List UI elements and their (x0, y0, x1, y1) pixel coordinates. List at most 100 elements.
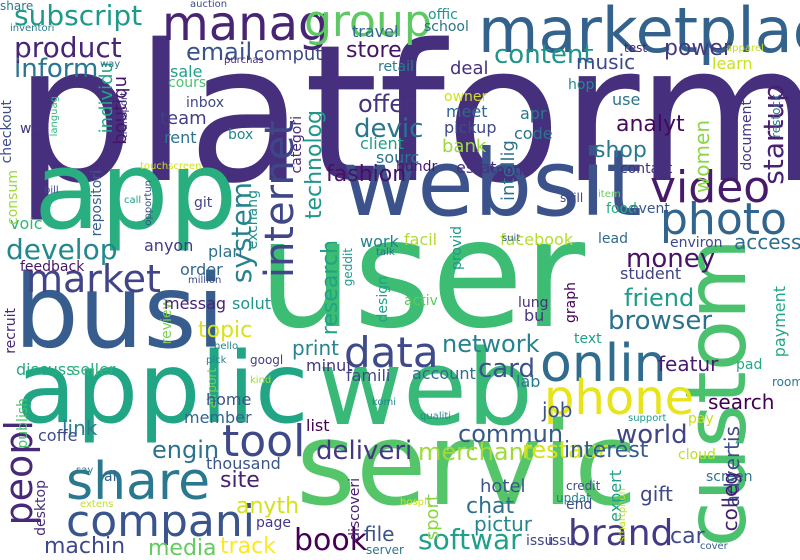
word-offic: offic (428, 7, 458, 23)
word-minut: minut (306, 356, 353, 375)
word-client: client (360, 134, 404, 153)
word-anyon: anyon (144, 236, 194, 255)
word-item: item (598, 189, 621, 200)
word-student: student (620, 264, 682, 283)
word-offer: offer (358, 90, 414, 118)
word-busi: busi (14, 253, 225, 372)
word-individu: individu (96, 62, 117, 134)
word-link: link (62, 416, 98, 440)
word-restaur: restaur (522, 436, 608, 464)
word-cloud: cloud (678, 447, 716, 463)
word-credit: credit (566, 479, 601, 493)
word-al: al (104, 469, 117, 485)
word-marketplac: marketplac (478, 0, 800, 67)
word-pick: pick (206, 355, 227, 366)
word-retail: retail (378, 59, 414, 75)
word-coffe: coffe (38, 426, 78, 445)
word-devic: devic (354, 114, 424, 144)
word-solut: solut (232, 294, 271, 313)
word-search: search (708, 390, 775, 414)
word-hotel: hotel (480, 476, 526, 497)
word-git: git (194, 195, 213, 211)
word-email: email (186, 38, 253, 66)
word-hello: hello (214, 341, 239, 352)
word-room: room (772, 375, 800, 389)
word-home: home (206, 390, 252, 409)
word-geddit: geddit (341, 248, 355, 287)
word-learn: learn (712, 54, 753, 73)
word-websit: websit (342, 130, 642, 237)
word-deal: deal (450, 58, 489, 79)
word-power: power (664, 36, 732, 61)
word-opportun: opportun (143, 180, 154, 226)
word-cours: cours (168, 75, 207, 91)
word-call: call (124, 195, 142, 206)
word-suit: suit (502, 233, 521, 244)
word-app: app (34, 129, 238, 254)
word-work: work (360, 232, 399, 251)
word-share: share (66, 452, 211, 512)
word-owner: owner (444, 89, 488, 105)
word-browser: browser (608, 306, 713, 336)
word-chat: chat (466, 494, 515, 519)
word-googl: googl (250, 353, 284, 367)
word-voic: voic (10, 214, 43, 233)
word-pickup: pickup (444, 118, 497, 137)
word-end: end (566, 497, 593, 513)
word-world: world (616, 420, 688, 450)
word-access: access (734, 230, 800, 254)
word-pad: pad (736, 357, 763, 373)
word-fashion: fashion (326, 162, 407, 187)
word-graph: graph (563, 282, 579, 323)
word-lab: lab (516, 372, 541, 391)
word-use: use (612, 90, 641, 109)
word-touchscreen: touchscreen (140, 161, 202, 172)
word-content: content (494, 40, 594, 70)
word-discuss: discuss (16, 360, 75, 379)
word-inform: inform (14, 54, 99, 84)
word-site: site (220, 468, 260, 493)
word-design: design (375, 276, 391, 323)
word-phone: phone (544, 370, 695, 426)
word-anyth: anyth (236, 494, 300, 519)
word-hop: hop (568, 77, 595, 93)
word-platform: platform (14, 4, 800, 225)
word-applic: applic (16, 332, 309, 446)
word-gift: gift (640, 482, 673, 506)
word-restock: restock (769, 94, 783, 138)
word-analyt: analyt (616, 112, 685, 137)
word-recruit: recruit (3, 308, 19, 354)
word-inventori: inventori (10, 23, 55, 34)
word-qualiti: qualiti (420, 411, 452, 422)
word-machin: machin (44, 534, 126, 559)
word-skill: skill (560, 191, 584, 205)
word-travel: travel (352, 22, 399, 41)
word-extens: extens (80, 499, 114, 510)
word-deliveri: deliveri (316, 436, 413, 466)
word-feedback: feedback (20, 259, 85, 275)
word-lung: lung (518, 295, 549, 311)
word-issu: issu (526, 533, 554, 549)
word-page: page (256, 515, 291, 531)
word-list: list (306, 416, 330, 435)
word-repositori: repositori (89, 170, 105, 237)
word-server: server (366, 543, 404, 557)
word-updat: updat (556, 491, 591, 505)
word-merchant: merchant (418, 438, 534, 466)
word-group: group (304, 0, 432, 47)
word-event: event (630, 201, 670, 217)
word-discoveri: discoveri (347, 478, 363, 541)
word-sale: sale (170, 62, 203, 81)
word-video: video (650, 162, 771, 213)
word-hospit: hospit (400, 497, 431, 508)
word-screen: screen (706, 469, 753, 485)
word-print: print (292, 336, 339, 360)
word-data: data (344, 328, 439, 377)
word-account: account (412, 364, 476, 383)
word-subscript: subscript (14, 0, 143, 32)
word-notif: notif (496, 163, 528, 179)
word-smartphon: smartphon (617, 488, 628, 543)
word-card: card (478, 354, 535, 384)
word-auction: auction (190, 0, 228, 10)
word-technolog: technolog (302, 110, 327, 220)
